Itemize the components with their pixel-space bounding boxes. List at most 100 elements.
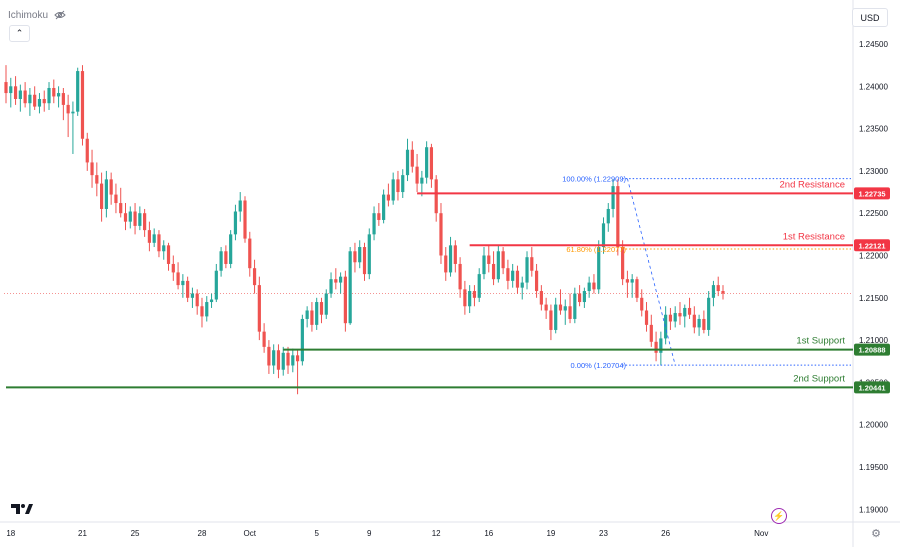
candle bbox=[496, 245, 500, 283]
candle bbox=[444, 247, 448, 281]
candle-body bbox=[190, 293, 195, 298]
candle bbox=[640, 289, 644, 317]
candle bbox=[372, 206, 376, 241]
candle bbox=[621, 240, 625, 286]
candle-body bbox=[692, 314, 696, 328]
candle-body bbox=[382, 194, 386, 220]
candle bbox=[396, 170, 400, 201]
indicator-name[interactable]: Ichimoku bbox=[8, 9, 49, 21]
lightning-icon[interactable]: ⚡ bbox=[771, 508, 787, 524]
price-tick-label: 1.22000 bbox=[859, 252, 888, 261]
candle-body bbox=[630, 279, 634, 283]
candle bbox=[587, 276, 591, 298]
fib-level-label: 0.00% (1.20704) bbox=[571, 361, 627, 370]
candle-body bbox=[463, 289, 467, 307]
candle-body bbox=[472, 291, 477, 298]
candle bbox=[439, 203, 443, 264]
candle bbox=[434, 175, 438, 222]
candle-body bbox=[162, 245, 166, 252]
candle-body bbox=[592, 282, 596, 290]
candle bbox=[90, 149, 94, 188]
candle bbox=[104, 170, 108, 218]
candle-body bbox=[133, 211, 137, 226]
candle-body bbox=[405, 149, 410, 176]
candle bbox=[644, 302, 649, 332]
currency-selector[interactable]: USD bbox=[852, 8, 888, 27]
candle-body bbox=[391, 179, 395, 201]
candle bbox=[544, 297, 548, 319]
candle-body bbox=[181, 280, 185, 286]
candle-body bbox=[205, 302, 209, 317]
candle bbox=[9, 77, 13, 108]
candle bbox=[171, 255, 175, 281]
candle-body bbox=[448, 245, 453, 273]
candle bbox=[515, 265, 520, 294]
candle-body bbox=[506, 268, 510, 281]
candle-body bbox=[515, 270, 520, 288]
candle-body bbox=[286, 352, 290, 366]
candle bbox=[377, 203, 381, 226]
candle bbox=[324, 289, 328, 319]
candle-body bbox=[401, 175, 405, 193]
candle bbox=[162, 240, 166, 260]
candle bbox=[697, 314, 701, 336]
candle bbox=[238, 192, 242, 222]
candle bbox=[401, 169, 405, 198]
gear-icon[interactable]: ⚙ bbox=[871, 527, 881, 540]
candle bbox=[42, 90, 46, 112]
candle-body bbox=[319, 302, 324, 315]
eye-crossed-icon[interactable] bbox=[54, 9, 66, 21]
candle-body bbox=[329, 279, 333, 294]
candle-body bbox=[687, 307, 692, 315]
candle bbox=[391, 172, 395, 205]
candle-body bbox=[291, 355, 295, 366]
candle bbox=[186, 276, 190, 303]
time-tick-label: 26 bbox=[661, 529, 670, 538]
candle-body bbox=[219, 251, 223, 271]
time-tick-label: Nov bbox=[754, 529, 768, 538]
candle bbox=[678, 302, 682, 325]
time-tick-label: 18 bbox=[6, 529, 15, 538]
candle bbox=[310, 302, 314, 332]
candle bbox=[721, 285, 725, 300]
candle-body bbox=[315, 302, 319, 325]
candle-body bbox=[200, 306, 204, 317]
candle-body bbox=[152, 234, 156, 243]
candle-body bbox=[673, 313, 677, 322]
candle-body bbox=[66, 104, 70, 114]
candle bbox=[448, 236, 453, 277]
price-axis[interactable]: 1.24500 1.24000 1.23500 1.23000 1.22500 1.220… bbox=[854, 40, 890, 514]
candle-body bbox=[386, 194, 390, 201]
candle bbox=[200, 297, 204, 328]
candle-body bbox=[654, 341, 658, 353]
candle bbox=[520, 276, 524, 300]
candle bbox=[616, 179, 620, 256]
candle-body bbox=[410, 149, 414, 167]
candle-body bbox=[425, 147, 429, 178]
collapse-legend-button[interactable]: ⌃ bbox=[9, 25, 30, 42]
fib-trend-line[interactable] bbox=[627, 178, 676, 366]
tradingview-logo-icon[interactable] bbox=[10, 502, 34, 520]
candle bbox=[329, 272, 333, 298]
time-tick-label: Oct bbox=[244, 529, 257, 538]
time-tick-label: 12 bbox=[432, 529, 441, 538]
time-axis[interactable]: 18 21 25 28 Oct 5 9 12 16 19 23 26 Nov bbox=[6, 529, 768, 538]
candle-body bbox=[530, 257, 534, 271]
time-tick-label: 28 bbox=[198, 529, 207, 538]
support-label: 1st Support bbox=[796, 336, 845, 347]
candle bbox=[339, 272, 343, 294]
candle-body bbox=[611, 186, 615, 209]
candle bbox=[687, 297, 692, 319]
time-tick-label: 25 bbox=[131, 529, 140, 538]
candle bbox=[166, 242, 171, 271]
candle bbox=[625, 270, 629, 298]
candle-body bbox=[711, 285, 716, 298]
price-tick-label: 1.21000 bbox=[859, 336, 888, 345]
candle bbox=[176, 262, 180, 290]
candle bbox=[511, 263, 515, 288]
candle-body bbox=[28, 94, 32, 104]
candle bbox=[23, 82, 27, 108]
candle bbox=[28, 87, 32, 116]
